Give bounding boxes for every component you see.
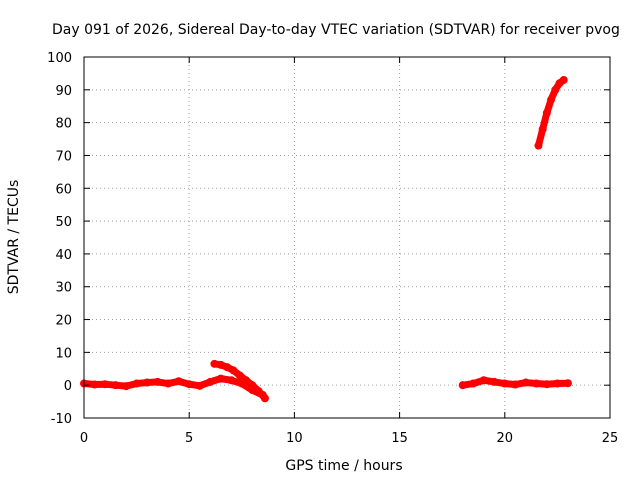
data-point: [242, 376, 251, 385]
x-tick-label: 15: [391, 431, 408, 446]
data-point: [235, 371, 244, 380]
data-point: [195, 381, 204, 390]
data-point: [206, 377, 215, 386]
data-point: [216, 360, 225, 369]
data-point: [216, 374, 225, 383]
data-point: [111, 381, 120, 390]
data-point: [229, 366, 238, 375]
data-point: [101, 380, 110, 389]
data-point: [538, 125, 547, 134]
data-point: [143, 378, 152, 387]
y-tick-label: 10: [55, 346, 72, 361]
data-point: [500, 379, 509, 388]
y-tick-label: 60: [55, 182, 72, 197]
data-point: [260, 394, 269, 403]
data-point: [458, 381, 467, 390]
data-point: [164, 379, 173, 388]
data-point: [542, 380, 551, 389]
y-tick-label: 90: [55, 84, 72, 99]
data-point: [511, 380, 520, 389]
chart-title: Day 091 of 2026, Sidereal Day-to-day VTE…: [52, 22, 620, 38]
x-tick-label: 5: [185, 431, 193, 446]
data-point: [153, 377, 162, 386]
x-tick-label: 0: [80, 431, 88, 446]
y-tick-label: 100: [47, 51, 72, 66]
data-point: [210, 359, 219, 368]
x-tick-label: 10: [286, 431, 303, 446]
y-tick-label: -10: [51, 412, 72, 427]
y-tick-label: 0: [64, 379, 72, 394]
data-point: [227, 376, 236, 385]
x-tick-label: 25: [602, 431, 619, 446]
x-tick-label: 20: [497, 431, 514, 446]
data-point: [563, 379, 572, 388]
y-axis-title: SDTVAR / TECUs: [6, 180, 22, 295]
data-point: [559, 75, 568, 84]
data-series: [80, 75, 572, 403]
data-point: [469, 379, 478, 388]
data-point: [532, 379, 541, 388]
data-point: [185, 380, 194, 389]
data-point: [122, 382, 131, 391]
y-tick-label: 20: [55, 314, 72, 329]
y-tick-label: 50: [55, 215, 72, 230]
data-point: [547, 95, 556, 104]
data-point: [479, 376, 488, 385]
data-point: [553, 379, 562, 388]
grid: [84, 57, 610, 418]
data-point: [174, 377, 183, 386]
data-point: [223, 363, 232, 372]
data-point: [132, 379, 141, 388]
y-tick-label: 40: [55, 248, 72, 263]
data-point: [542, 108, 551, 117]
data-point: [490, 377, 499, 386]
data-point: [90, 380, 99, 389]
data-point: [551, 85, 560, 94]
data-point: [254, 387, 263, 396]
axis-ticks: 0 5 10 15 20 25 -10 0 10 20 30 40 50 60 70 80 90 100: [47, 51, 618, 446]
data-point: [521, 378, 530, 387]
y-tick-label: 80: [55, 117, 72, 132]
y-tick-label: 70: [55, 149, 72, 164]
x-axis-title: GPS time / hours: [285, 458, 402, 474]
plot-frame: [83, 56, 611, 419]
data-point: [248, 381, 257, 390]
y-tick-label: 30: [55, 281, 72, 296]
data-point: [534, 141, 543, 150]
